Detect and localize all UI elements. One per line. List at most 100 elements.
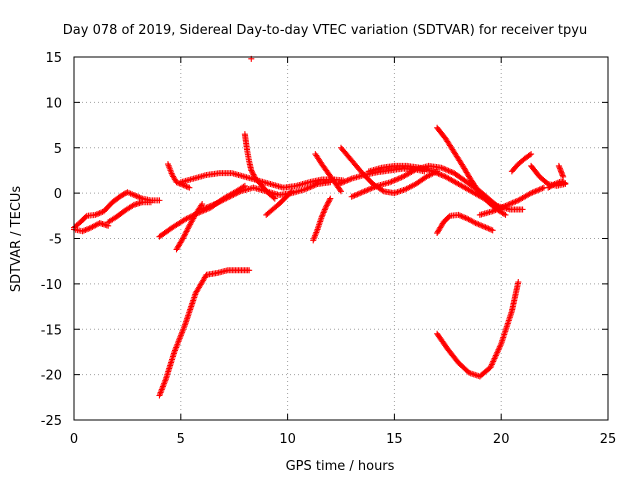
- data-point: [180, 234, 187, 241]
- data-point: [135, 193, 142, 200]
- data-point: [367, 185, 374, 192]
- data-point: [324, 201, 331, 208]
- data-point: [475, 221, 482, 228]
- data-point: [513, 197, 520, 204]
- series-arc-12: [310, 195, 334, 244]
- y-tick-label: -25: [41, 414, 62, 429]
- data-point: [436, 171, 443, 178]
- data-point: [304, 185, 311, 192]
- data-point: [86, 225, 93, 232]
- data-point: [202, 205, 209, 212]
- data-point: [446, 168, 453, 175]
- x-tick-labels: 0 5 10 15 20 25: [70, 432, 616, 447]
- data-point: [482, 224, 489, 231]
- data-point: [220, 196, 227, 203]
- data-point: [326, 196, 333, 203]
- data-point: [92, 211, 99, 218]
- data-point: [79, 228, 86, 235]
- data-point: [455, 211, 462, 218]
- data-point: [206, 203, 213, 210]
- data-point: [435, 170, 442, 177]
- data-point: [213, 200, 220, 207]
- series-arc-7: [173, 201, 206, 253]
- data-point: [496, 205, 503, 212]
- data-point: [325, 199, 332, 206]
- data-point: [156, 197, 163, 204]
- data-point: [526, 152, 533, 159]
- data-point: [352, 191, 359, 198]
- data-point: [226, 193, 233, 200]
- data-point: [503, 202, 510, 209]
- data-point: [344, 177, 351, 184]
- data-point: [249, 168, 255, 175]
- data-point: [471, 219, 478, 226]
- data-point: [456, 212, 463, 219]
- data-point: [478, 222, 485, 229]
- data-point: [236, 189, 243, 196]
- data-point: [495, 205, 502, 212]
- data-point: [364, 187, 371, 194]
- data-point: [82, 227, 89, 234]
- data-point: [431, 168, 438, 175]
- data-point: [82, 213, 89, 220]
- data-point: [209, 202, 216, 209]
- data-point: [379, 187, 386, 194]
- data-point: [133, 193, 140, 200]
- series-arc-21: [476, 184, 547, 218]
- y-tick-label: 10: [45, 96, 62, 111]
- series-arc-14: [338, 144, 441, 197]
- series-arc-6: [164, 161, 193, 191]
- data-point: [441, 165, 448, 172]
- data-point: [176, 180, 183, 187]
- series-arc-2: [71, 220, 112, 235]
- data-point: [233, 190, 240, 197]
- data-point: [439, 172, 446, 179]
- data-point: [535, 187, 542, 194]
- data-point: [327, 195, 334, 202]
- data-point: [287, 189, 294, 196]
- data-point: [558, 178, 565, 185]
- data-point: [147, 199, 154, 206]
- x-tick-label: 5: [177, 432, 185, 447]
- series-arc-20: [434, 211, 496, 237]
- data-point: [340, 179, 347, 186]
- data-point: [429, 168, 436, 175]
- data-point: [182, 229, 189, 236]
- data-point: [502, 211, 509, 218]
- data-point: [182, 216, 189, 223]
- data-point: [441, 173, 448, 180]
- series-arc-11: [263, 188, 295, 218]
- data-point: [251, 172, 258, 179]
- data-point: [358, 189, 365, 196]
- series-arc-8: [177, 170, 347, 191]
- data-point: [311, 182, 318, 189]
- data-point: [303, 185, 310, 192]
- data-point: [442, 166, 449, 173]
- data-point: [221, 196, 228, 203]
- data-point: [95, 210, 102, 217]
- x-tick-label: 10: [279, 432, 296, 447]
- data-point: [506, 201, 513, 208]
- data-point: [445, 213, 452, 220]
- data-point: [271, 195, 278, 202]
- data-points: [71, 55, 569, 399]
- data-point: [248, 167, 255, 174]
- data-point: [445, 167, 452, 174]
- data-point: [98, 209, 105, 216]
- data-point: [529, 189, 536, 196]
- series-arc-25: [555, 162, 567, 180]
- data-point: [347, 176, 354, 183]
- data-point: [307, 184, 314, 191]
- data-point: [394, 176, 401, 183]
- data-point: [338, 188, 344, 195]
- data-point: [472, 220, 479, 227]
- data-point: [395, 175, 402, 182]
- data-point: [323, 203, 330, 210]
- data-point: [489, 227, 496, 234]
- data-point: [492, 207, 499, 214]
- data-point: [230, 191, 237, 198]
- data-point: [530, 188, 537, 195]
- data-point: [227, 193, 234, 200]
